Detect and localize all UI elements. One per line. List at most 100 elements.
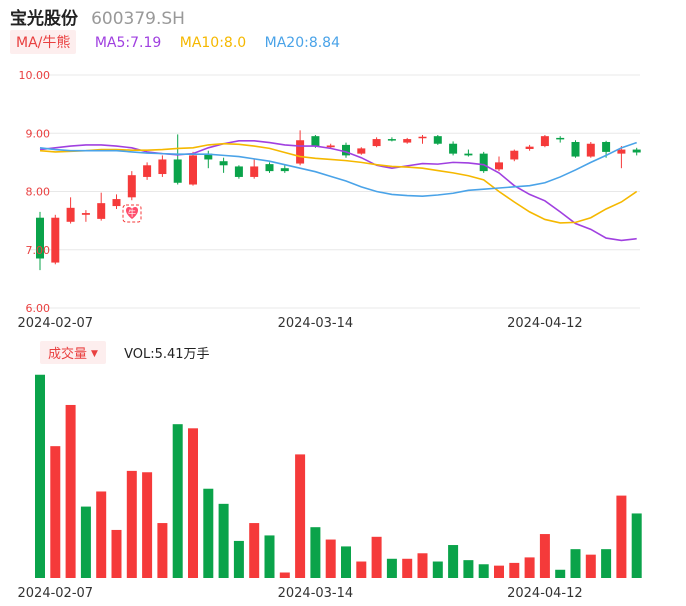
candle-body	[479, 153, 488, 172]
stock-name: 宝光股份	[10, 9, 78, 29]
candle-body	[36, 217, 44, 259]
volume-bar	[172, 424, 183, 578]
badge-text: 牛	[128, 208, 136, 218]
candle-body	[189, 155, 197, 185]
volume-bar	[96, 491, 107, 578]
volume-bar	[65, 404, 76, 578]
volume-bar	[233, 540, 244, 578]
candle-body	[127, 175, 136, 198]
ma10-legend: MA10:8.0	[179, 35, 247, 51]
volume-bar	[157, 523, 168, 578]
volume-bar	[585, 554, 596, 578]
stock-code: 600379.SH	[91, 9, 185, 29]
volume-legend: 成交量 ▼ VOL:5.41万手	[40, 341, 210, 364]
candle-body	[219, 161, 228, 166]
price-x-axis: 2024-02-07 2024-03-14 2024-04-12	[18, 316, 583, 331]
y-tick-label: 7.00	[26, 244, 51, 257]
volume-bar	[203, 488, 214, 578]
volume-bar	[35, 374, 45, 578]
heart-icon	[125, 207, 139, 219]
volume-bar	[356, 561, 367, 578]
candle-body	[433, 136, 442, 144]
candle-body	[418, 136, 427, 139]
candle-body	[66, 207, 75, 222]
volume-bar	[50, 446, 61, 578]
x-tick-label: 2024-04-12	[507, 586, 583, 601]
candle-body	[112, 199, 121, 207]
volume-bar	[386, 558, 397, 578]
volume-bar	[402, 558, 413, 578]
candle-body	[342, 144, 350, 156]
volume-indicator-tab[interactable]: 成交量 ▼	[40, 341, 106, 364]
candle-body	[540, 136, 549, 147]
volume-bar	[325, 539, 336, 578]
candle-body	[387, 139, 396, 141]
volume-bar	[570, 549, 581, 578]
volume-bar-series	[35, 374, 642, 578]
y-tick-label: 10.00	[19, 69, 51, 82]
volume-bar	[539, 534, 550, 578]
bull-badge[interactable]: 牛	[122, 204, 142, 223]
volume-bar	[142, 472, 153, 578]
x-tick-label: 2024-02-07	[18, 316, 94, 331]
x-tick-label: 2024-04-12	[507, 316, 583, 331]
ma20-legend: MA20:8.84	[264, 35, 340, 51]
volume-x-axis: 2024-02-07 2024-03-14 2024-04-12	[18, 586, 583, 601]
caret-down-icon: ▼	[91, 349, 98, 359]
candle-body	[449, 143, 458, 154]
price-y-axis: 10.00 9.00 8.00 7.00 6.00	[19, 69, 51, 315]
volume-bar	[310, 527, 321, 578]
candle-body	[632, 149, 641, 153]
volume-bar	[478, 564, 489, 578]
x-tick-label: 2024-03-14	[278, 316, 354, 331]
candle-body	[525, 146, 534, 149]
volume-bar	[432, 561, 443, 578]
ma10-line	[39, 142, 638, 224]
volume-bar	[616, 495, 627, 578]
volume-bar	[494, 565, 504, 578]
ma20-line	[39, 141, 637, 197]
volume-bar	[249, 523, 260, 578]
volume-bar	[524, 557, 535, 578]
volume-bar	[218, 503, 229, 578]
volume-bar	[295, 454, 306, 578]
candle-body	[617, 149, 626, 154]
volume-bar	[341, 546, 351, 578]
candle-body	[204, 153, 213, 160]
volume-bar	[601, 549, 612, 578]
candle-body	[250, 166, 259, 177]
ma-indicator-tab[interactable]: MA/牛熊	[10, 30, 77, 54]
candle-body	[357, 148, 366, 154]
badge-frame	[122, 204, 142, 223]
candle-body	[265, 164, 274, 172]
candle-body	[97, 203, 106, 219]
candle-body	[495, 162, 503, 170]
stock-header: 宝光股份 600379.SH	[10, 4, 185, 29]
candlestick-series	[36, 130, 641, 271]
volume-bar	[264, 535, 275, 578]
y-tick-label: 6.00	[26, 302, 51, 315]
ma-legend: MA/牛熊 MA5:7.19 MA10:8.0 MA20:8.84	[10, 30, 340, 54]
volume-tab-label: 成交量	[48, 347, 88, 362]
candle-body	[571, 141, 580, 157]
candle-body	[81, 213, 90, 215]
candle-body	[556, 137, 565, 140]
volume-bar	[417, 553, 428, 578]
volume-bar	[448, 545, 459, 578]
volume-bar	[279, 572, 290, 578]
volume-bar	[126, 470, 137, 578]
volume-bar	[111, 529, 122, 578]
volume-bar	[371, 536, 382, 578]
y-tick-label: 8.00	[26, 186, 51, 199]
candle-body	[464, 153, 473, 156]
volume-bar	[463, 560, 474, 578]
candle-body	[602, 141, 611, 152]
volume-value: VOL:5.41万手	[124, 347, 210, 362]
candle-body	[586, 143, 595, 157]
candle-body	[403, 139, 412, 143]
y-tick-label: 9.00	[26, 127, 51, 140]
ma5-legend: MA5:7.19	[94, 35, 162, 51]
x-tick-label: 2024-02-07	[18, 586, 94, 601]
moving-average-lines	[39, 140, 638, 242]
